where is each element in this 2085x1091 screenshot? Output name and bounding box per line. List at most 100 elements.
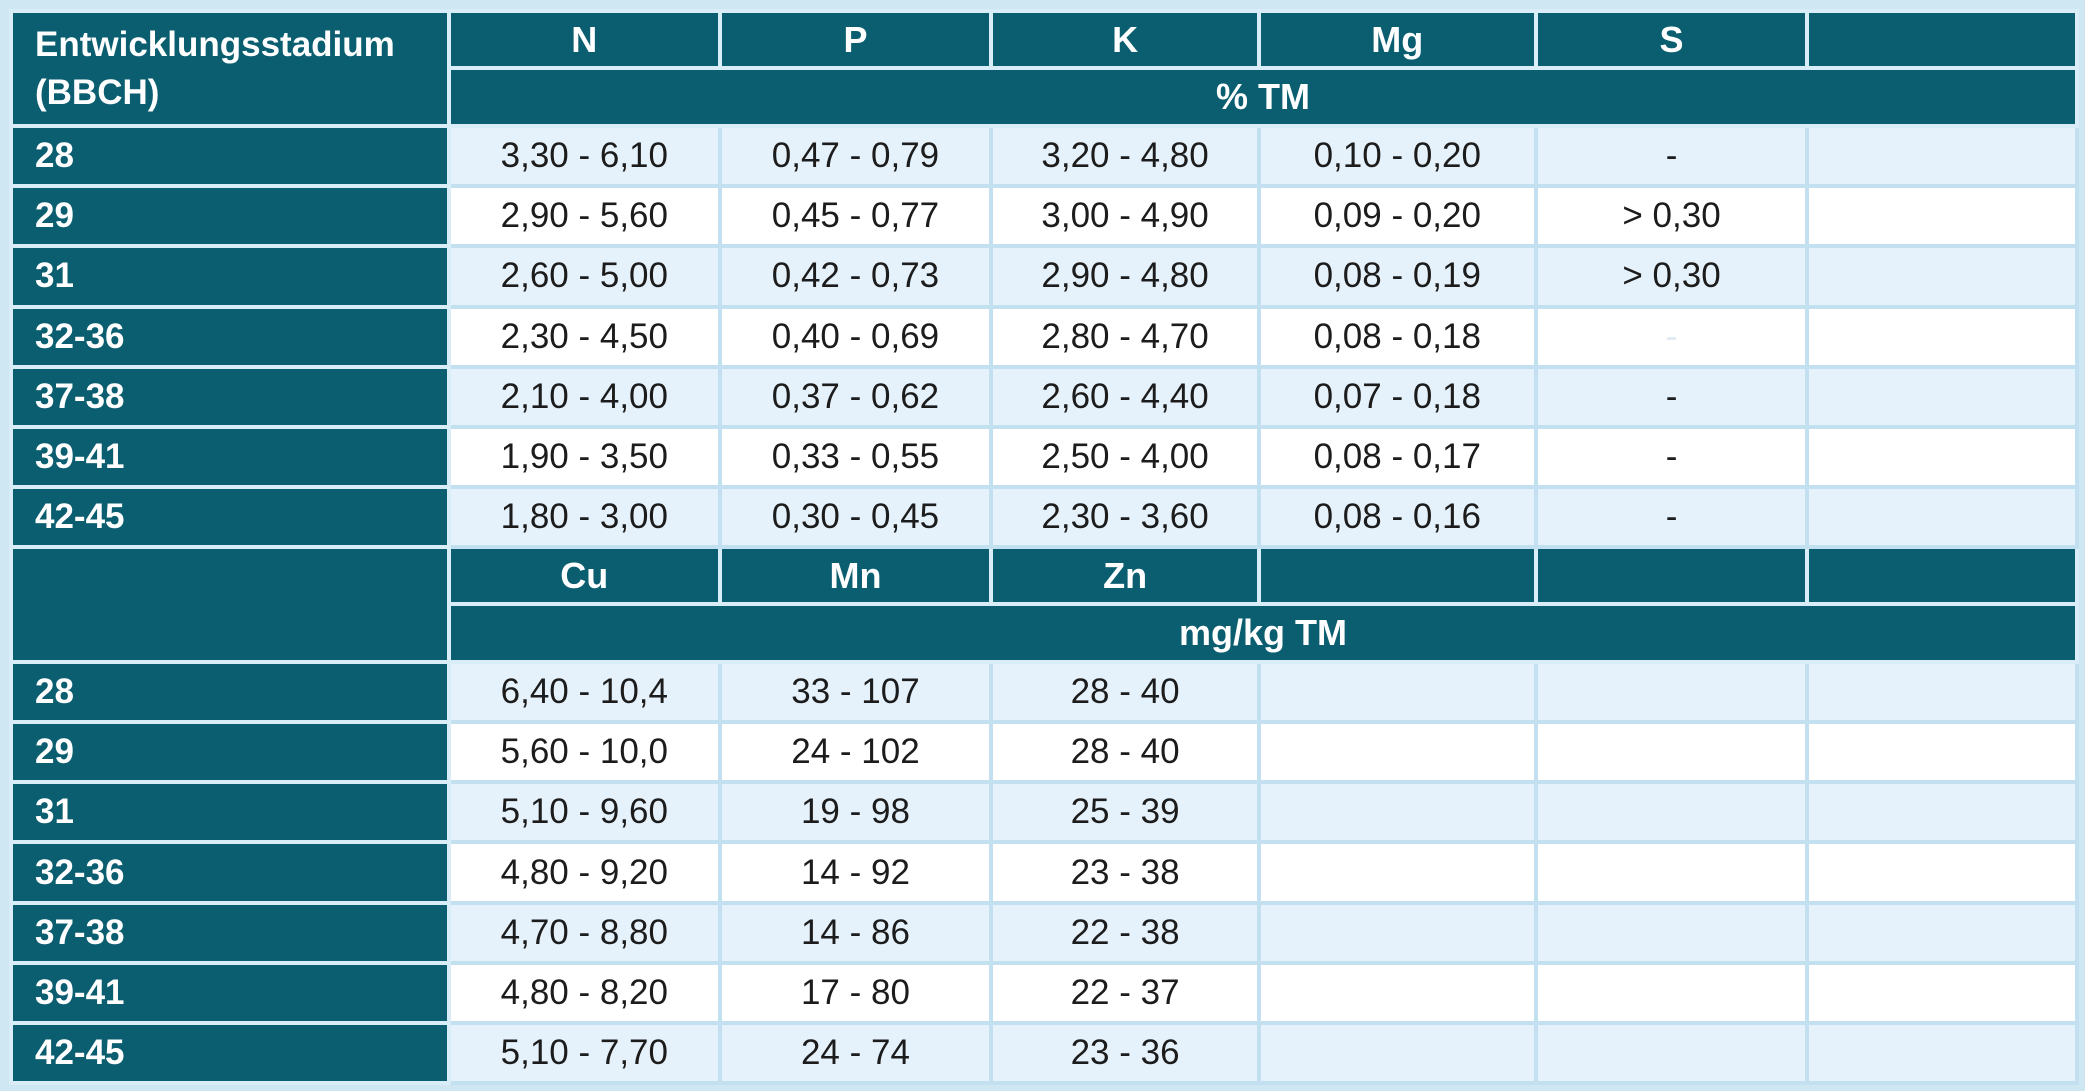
value-cell: 2,60 - 4,40	[989, 364, 1261, 429]
col-header-empty	[1805, 8, 2079, 71]
value-cell: 17 - 80	[717, 960, 994, 1025]
value-cell: 0,10 - 0,20	[1256, 124, 1538, 189]
value-cell: 28 - 40	[989, 720, 1261, 785]
value-cell: 5,10 - 7,70	[446, 1020, 722, 1086]
empty-cell	[1256, 660, 1538, 725]
value-cell: 4,70 - 8,80	[446, 900, 722, 965]
empty-cell	[1533, 960, 1810, 1025]
value-cell: 3,00 - 4,90	[989, 184, 1261, 249]
table-row: 32-36 2,30 - 4,50 0,40 - 0,69 2,80 - 4,7…	[9, 304, 2079, 369]
value-cell: 2,60 - 5,00	[446, 244, 722, 309]
empty-cell	[1533, 660, 1810, 725]
empty-cell	[1805, 184, 2079, 249]
table-row: 29 5,60 - 10,0 24 - 102 28 - 40	[9, 720, 2079, 785]
value-cell: 0,37 - 0,62	[717, 364, 994, 429]
value-cell: 23 - 36	[989, 1020, 1261, 1086]
value-cell: 6,40 - 10,4	[446, 660, 722, 725]
table-row: 32-36 4,80 - 9,20 14 - 92 23 - 38	[9, 840, 2079, 905]
empty-cell	[1805, 780, 2079, 845]
value-cell: > 0,30	[1533, 184, 1810, 249]
value-cell: 0,45 - 0,77	[717, 184, 994, 249]
value-cell: -	[1533, 484, 1810, 549]
value-cell: 2,90 - 4,80	[989, 244, 1261, 309]
section1-unit-row: % TM	[11, 66, 2080, 129]
empty-cell	[1256, 1020, 1538, 1086]
empty-cell	[1533, 900, 1810, 965]
stage-cell: 28	[9, 660, 451, 725]
empty-cell	[1805, 304, 2079, 369]
col-header-cu: Cu	[446, 544, 722, 607]
value-cell: 14 - 86	[717, 900, 994, 965]
stage-cell: 42-45	[9, 1020, 451, 1086]
value-cell: 2,30 - 3,60	[989, 484, 1261, 549]
stage-cell: 31	[9, 244, 451, 309]
value-cell: 0,08 - 0,18	[1256, 304, 1538, 369]
corner-empty-cell	[9, 544, 451, 665]
value-cell: 2,80 - 4,70	[989, 304, 1261, 369]
value-cell: 5,60 - 10,0	[446, 720, 722, 785]
stage-cell: 32-36	[9, 304, 451, 369]
section1-header-row: Entwicklungsstadium (BBCH) N P K Mg S	[9, 8, 2079, 129]
empty-cell	[1805, 1020, 2079, 1086]
table-row: 39-41 4,80 - 8,20 17 - 80 22 - 37	[9, 960, 2079, 1025]
empty-cell	[1533, 780, 1810, 845]
value-cell: 0,08 - 0,17	[1256, 424, 1538, 489]
value-cell: 3,20 - 4,80	[989, 124, 1261, 189]
value-cell: 23 - 38	[989, 840, 1261, 905]
corner-header-line1: Entwicklungsstadium	[35, 25, 395, 65]
stage-cell: 37-38	[9, 364, 451, 429]
empty-cell	[1256, 900, 1538, 965]
table-row: 29 2,90 - 5,60 0,45 - 0,77 3,00 - 4,90 0…	[9, 184, 2079, 249]
value-cell: 4,80 - 9,20	[446, 840, 722, 905]
empty-cell	[1805, 960, 2079, 1025]
value-cell: -	[1533, 304, 1810, 369]
bbch-nutrient-table: Entwicklungsstadium (BBCH) N P K Mg S % …	[9, 8, 2080, 1086]
table-row: 28 3,30 - 6,10 0,47 - 0,79 3,20 - 4,80 0…	[9, 124, 2079, 189]
section2-header-row: Cu Mn Zn	[9, 544, 2079, 665]
value-cell: 2,10 - 4,00	[446, 364, 722, 429]
table-row: 37-38 2,10 - 4,00 0,37 - 0,62 2,60 - 4,4…	[9, 364, 2079, 429]
empty-cell	[1256, 960, 1538, 1025]
value-cell: 0,47 - 0,79	[717, 124, 994, 189]
stage-cell: 32-36	[9, 840, 451, 905]
col-header-n: N	[446, 8, 722, 71]
value-cell: 3,30 - 6,10	[446, 124, 722, 189]
table-row: 39-41 1,90 - 3,50 0,33 - 0,55 2,50 - 4,0…	[9, 424, 2079, 489]
value-cell: 0,40 - 0,69	[717, 304, 994, 369]
value-cell: -	[1533, 124, 1810, 189]
value-cell: 0,33 - 0,55	[717, 424, 994, 489]
col-header-empty	[1533, 544, 1810, 607]
col-header-p: P	[717, 8, 994, 71]
col-header-mn: Mn	[717, 544, 994, 607]
table-row: 31 5,10 - 9,60 19 - 98 25 - 39	[9, 780, 2079, 845]
table-row: 31 2,60 - 5,00 0,42 - 0,73 2,90 - 4,80 0…	[9, 244, 2079, 309]
value-cell: 33 - 107	[717, 660, 994, 725]
corner-header: Entwicklungsstadium (BBCH)	[9, 8, 451, 129]
value-cell: 0,30 - 0,45	[717, 484, 994, 549]
empty-cell	[1533, 840, 1810, 905]
value-cell: 2,30 - 4,50	[446, 304, 722, 369]
stage-cell: 39-41	[9, 960, 451, 1025]
value-cell: 22 - 38	[989, 900, 1261, 965]
stage-cell: 29	[9, 184, 451, 249]
value-cell: -	[1533, 424, 1810, 489]
value-cell: 22 - 37	[989, 960, 1261, 1025]
col-header-k: K	[989, 8, 1261, 71]
stage-cell: 29	[9, 720, 451, 785]
stage-cell: 42-45	[9, 484, 451, 549]
value-cell: 0,08 - 0,16	[1256, 484, 1538, 549]
value-cell: 5,10 - 9,60	[446, 780, 722, 845]
value-cell: 24 - 102	[717, 720, 994, 785]
table-row: 42-45 1,80 - 3,00 0,30 - 0,45 2,30 - 3,6…	[9, 484, 2079, 549]
stage-cell: 37-38	[9, 900, 451, 965]
table-row: 28 6,40 - 10,4 33 - 107 28 - 40	[9, 660, 2079, 725]
value-cell: 14 - 92	[717, 840, 994, 905]
col-header-empty	[1805, 544, 2079, 607]
empty-cell	[1805, 660, 2079, 725]
value-cell: -	[1533, 364, 1810, 429]
empty-cell	[1533, 1020, 1810, 1086]
value-cell: 1,80 - 3,00	[446, 484, 722, 549]
stage-cell: 39-41	[9, 424, 451, 489]
empty-cell	[1805, 364, 2079, 429]
